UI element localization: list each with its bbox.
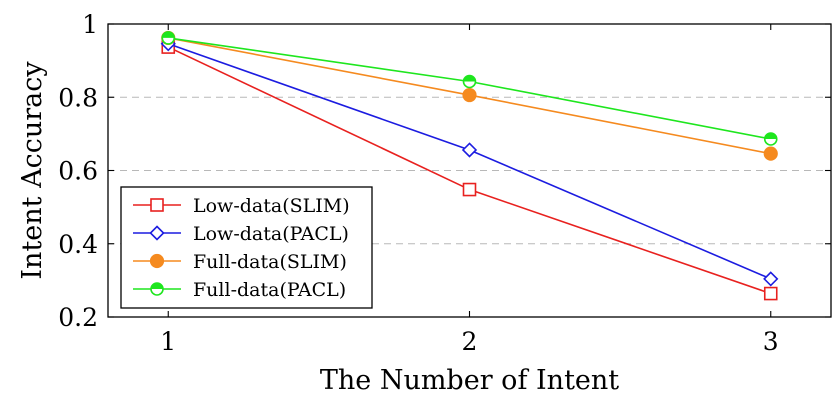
x-axis-ticks: 1 2 3 (160, 24, 779, 356)
series-3-point-1 (462, 74, 477, 89)
legend-label-0: Low-data(SLIM) (193, 195, 350, 217)
legend-swatch-marker-3 (150, 282, 164, 296)
series-3 (161, 31, 778, 146)
legend-entry-0: Low-data(SLIM) (133, 195, 350, 217)
legend-swatch-marker-0 (150, 198, 164, 212)
series-3-point-0 (161, 31, 176, 45)
series-0-point-2 (763, 286, 778, 301)
x-axis-label: The Number of Intent (320, 365, 619, 396)
y-tick-label-3: 0.8 (58, 83, 98, 112)
legend-entry-2: Full-data(SLIM) (133, 251, 347, 273)
x-tick-label-0: 1 (160, 327, 176, 356)
x-tick-label-2: 3 (763, 327, 779, 356)
series-1-point-1 (461, 142, 478, 158)
legend-entry-3: Full-data(PACL) (133, 279, 346, 301)
y-tick-label-4: 1 (82, 10, 98, 39)
series-3-point-0-ring (161, 31, 176, 45)
y-tick-label-2: 0.6 (58, 157, 98, 186)
legend-swatch-marker-1 (149, 225, 165, 241)
x-tick-label-1: 2 (462, 327, 478, 356)
series-3-point-2-ring (763, 132, 778, 146)
y-axis-ticks: 0.2 0.4 0.6 0.8 1 (58, 10, 831, 332)
series-0-point-1 (462, 182, 477, 197)
series-3-point-1-ring (462, 74, 477, 89)
series-layer (160, 30, 779, 301)
series-3-point-2 (763, 132, 778, 146)
legend-label-3: Full-data(PACL) (193, 279, 346, 301)
legend: Low-data(SLIM) Low-data(PACL) Full-data(SL… (120, 186, 373, 309)
series-2-point-2 (763, 146, 778, 161)
series-1-point-2 (763, 271, 779, 287)
legend-swatch-marker-3-ring (150, 282, 164, 296)
y-axis-label: Intent Accuracy (17, 61, 48, 280)
y-tick-label-1: 0.4 (58, 230, 98, 259)
y-tick-label-0: 0.2 (58, 303, 98, 332)
legend-label-1: Low-data(PACL) (193, 223, 349, 245)
series-2-point-1 (462, 87, 477, 103)
legend-swatch-marker-2 (149, 253, 165, 269)
legend-label-2: Full-data(SLIM) (193, 251, 347, 273)
legend-entry-1: Low-data(PACL) (133, 223, 349, 245)
